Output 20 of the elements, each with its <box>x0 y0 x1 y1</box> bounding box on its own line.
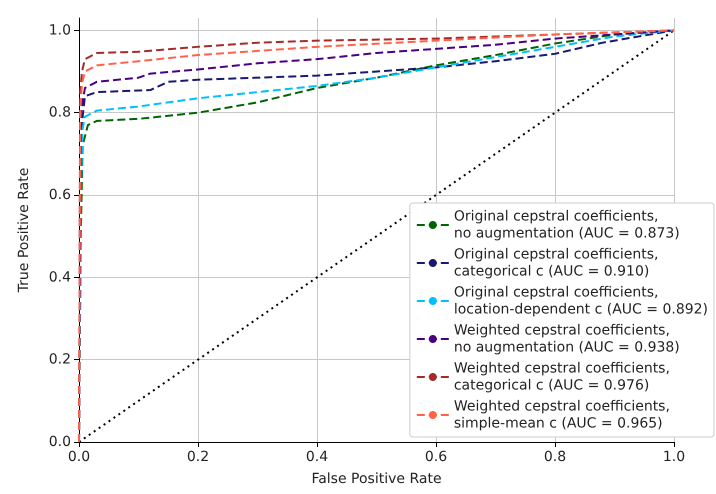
y-tick-label: 0.4 <box>48 269 72 286</box>
y-tick-label: 1.0 <box>48 22 71 38</box>
x-tick-label: 0.4 <box>306 449 328 465</box>
x-axis-title: False Positive Rate <box>311 471 442 487</box>
y-tick-label: 0.6 <box>48 187 72 204</box>
x-tick-label: 0.6 <box>424 449 448 465</box>
legend-label: Weighted cepstral coefficients, categorical c (AUC = 0.976) <box>454 360 670 394</box>
legend-label: Weighted cepstral coefficients, no augmentation (AUC = 0.938) <box>454 322 680 356</box>
y-tick-label: 0.2 <box>48 352 71 368</box>
x-tick-label: 0.2 <box>186 449 210 465</box>
legend-label: Weighted cepstral coefficients, simple-mean c (AUC = 0.965) <box>454 398 670 432</box>
legend-label: Original cepstral coefficients, categorical c (AUC = 0.910) <box>454 246 658 280</box>
legend-label: Original cepstral coefficients, no augmentation (AUC = 0.873) <box>454 208 680 242</box>
y-tick-label: 0.8 <box>48 104 71 121</box>
y-axis-title: True Positive Rate <box>16 168 32 294</box>
x-tick-label: 0.8 <box>544 449 566 465</box>
x-tick-label: 0.0 <box>68 449 90 465</box>
x-tick-label: 1.0 <box>662 449 686 465</box>
legend-label: Original cepstral coefficients, location-dependent c (AUC = 0.892) <box>454 284 708 318</box>
y-tick-label: 0.0 <box>48 434 71 450</box>
